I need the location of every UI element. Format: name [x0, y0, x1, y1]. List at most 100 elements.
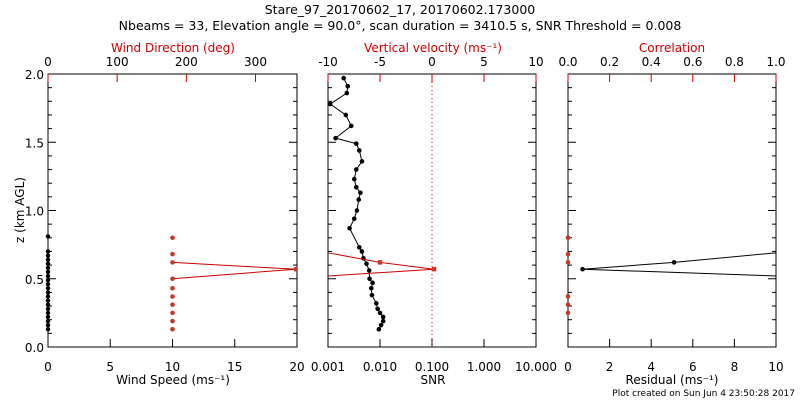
snr-point	[358, 190, 363, 196]
wind-direction-line	[172, 261, 296, 280]
snr-point	[378, 322, 384, 328]
vertical-velocity-axis-label: Vertical velocity (ms⁻¹)	[364, 41, 502, 55]
correlation-toptick-label: 0.2	[600, 55, 619, 69]
snr-xtick-label: 10.000	[515, 360, 557, 374]
figure-subtitle: Nbeams = 33, Elevation angle = 90.0°, sc…	[119, 18, 682, 33]
wind-speed-point	[45, 314, 51, 320]
wind-speed-point	[45, 294, 51, 299]
correlation-toptick-label: 1.0	[766, 55, 785, 69]
residual-axis-label: Residual (ms⁻¹)	[626, 373, 719, 387]
snr-point	[345, 83, 351, 89]
wind-direction-point	[170, 251, 175, 257]
wind-speed-xtick-label: 0	[44, 360, 52, 374]
wind-panel: 0.00.51.01.52.00 5 10 15 200 100 200 300	[25, 55, 305, 374]
snr-point	[359, 249, 365, 254]
wind-direction-point	[170, 276, 175, 282]
correlation-point	[565, 235, 571, 241]
snr-point	[343, 112, 349, 118]
snr-point	[367, 276, 372, 282]
y-tick-label: 1.0	[25, 205, 44, 219]
vertical-velocity-toptick-label: 5	[480, 55, 488, 69]
wind-direction-axis-label: Wind Direction (deg)	[111, 41, 235, 55]
wind-speed-point	[45, 327, 51, 332]
vertical-velocity-toptick-label: 10	[528, 55, 543, 69]
y-tick-label: 1.5	[25, 136, 44, 150]
wind-speed-point	[45, 234, 51, 239]
correlation-panel: 0 2 4 6 8 10 0.0 0.2 0.4 0.6 0.8 1.0	[558, 55, 785, 374]
correlation-toptick-label: 0.6	[683, 55, 702, 69]
residual-line	[582, 252, 777, 277]
correlation-point	[565, 302, 571, 307]
snr-point	[380, 318, 386, 324]
wind-direction-point	[170, 302, 175, 307]
wind-speed-point	[45, 282, 51, 287]
wind-speed-point	[45, 257, 51, 262]
vertical-velocity-panel: 0.001 0.010 0.100 1.000 10.000 -10 -5 0 5 10	[311, 55, 557, 374]
wind-speed-point	[45, 265, 51, 271]
snr-point	[353, 167, 359, 172]
wind-direction-toptick-label: 100	[106, 55, 129, 69]
y-tick-label: 2.0	[25, 68, 44, 82]
snr-point	[356, 197, 362, 202]
wind-speed-point	[45, 286, 51, 291]
residual-point	[671, 260, 677, 265]
snr-point	[341, 75, 346, 81]
wind-speed-xtick-label: 20	[289, 360, 304, 374]
snr-point	[351, 176, 357, 182]
wind-speed-xtick-label: 5	[106, 360, 114, 374]
vertical-velocity-point	[377, 260, 383, 265]
snr-point	[347, 225, 352, 231]
snr-xtick-label: 0.100	[415, 360, 449, 374]
wind-speed-point	[45, 298, 51, 303]
wind-speed-point	[45, 306, 51, 311]
wind-speed-point	[45, 269, 51, 275]
vertical-velocity-toptick-label: 0	[428, 55, 436, 69]
snr-point	[353, 184, 359, 190]
corr-frame	[567, 73, 777, 348]
y-axis-label: z (km AGL)	[13, 177, 27, 243]
snr-xtick-label: 0.001	[311, 360, 345, 374]
snr-point	[354, 208, 360, 213]
correlation-point	[565, 251, 571, 257]
correlation-toptick-label: 0.4	[642, 55, 661, 69]
snr-point	[327, 101, 333, 107]
vertical-velocity-point	[431, 266, 437, 272]
wind-speed-point	[45, 261, 51, 266]
snr-line	[329, 77, 384, 330]
snr-point	[368, 286, 374, 291]
residual-xtick-label: 2	[606, 360, 614, 374]
residual-xtick-label: 4	[647, 360, 655, 374]
wind-speed-point	[45, 302, 51, 307]
snr-point	[380, 314, 386, 320]
wind-speed-point	[45, 249, 51, 254]
snr-point	[370, 280, 375, 286]
snr-point	[348, 123, 354, 129]
wind-speed-point	[45, 253, 51, 258]
wind-direction-point	[170, 260, 175, 265]
correlation-point	[565, 310, 571, 316]
snr-point	[364, 261, 369, 267]
plot-created-footer: Plot created on Sun Jun 4 23:50:28 2017	[612, 389, 795, 399]
snr-xtick-label: 0.010	[363, 360, 397, 374]
snr-point	[375, 306, 380, 312]
vertical-velocity-line	[327, 252, 435, 277]
wind-direction-point	[170, 326, 175, 332]
wind-speed-point	[45, 273, 51, 279]
residual-xtick-label: 0	[564, 360, 572, 374]
wind-direction-point	[170, 310, 175, 316]
wind-direction-toptick-label: 0	[44, 55, 52, 69]
residual-xtick-label: 8	[731, 360, 739, 374]
wind-speed-xtick-label: 15	[227, 360, 242, 374]
wind-speed-point	[45, 318, 51, 324]
correlation-point	[565, 294, 571, 299]
snr-axis-label: SNR	[421, 373, 446, 387]
correlation-toptick-label: 0.8	[725, 55, 744, 69]
snr-point	[377, 310, 383, 316]
figure-title: Stare_97_20170602_17, 20170602.173000	[265, 2, 536, 17]
correlation-point	[565, 260, 571, 265]
residual-xtick-label: 10	[768, 360, 783, 374]
snr-point	[353, 141, 359, 146]
wind-speed-point	[45, 310, 51, 316]
wind-direction-point	[293, 266, 298, 272]
